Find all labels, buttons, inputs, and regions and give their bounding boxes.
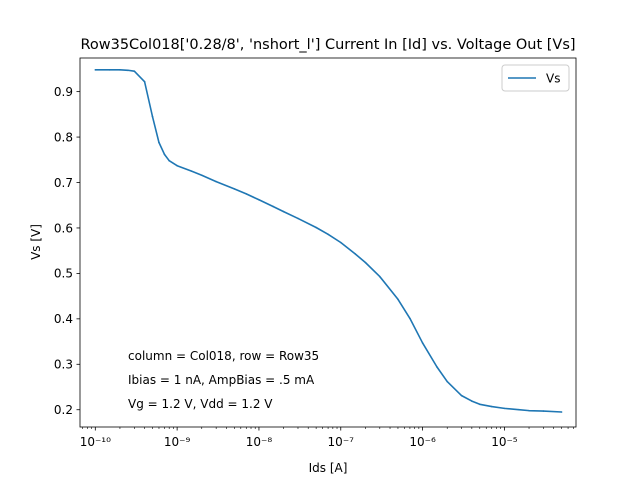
data-point <box>503 407 506 410</box>
plot-background <box>80 58 576 427</box>
data-point <box>143 80 146 83</box>
data-point <box>446 380 449 383</box>
x-tick-label: 10⁻⁷ <box>328 435 355 449</box>
data-point <box>168 159 170 162</box>
x-axis-ticks: 10⁻¹⁰ 10⁻⁹ 10⁻⁸ 10⁻⁷ 10⁻⁶ 10⁻⁵ <box>80 427 574 449</box>
annotation-line-3: Vg = 1.2 V, Vdd = 1.2 V <box>128 397 273 411</box>
data-point <box>528 409 530 412</box>
data-point <box>151 115 154 118</box>
y-tick-label: 0.3 <box>54 358 73 372</box>
data-point <box>272 205 275 208</box>
data-point <box>133 70 136 72</box>
data-point <box>119 69 121 71</box>
series-layer <box>94 69 563 413</box>
data-point <box>409 317 411 320</box>
data-point <box>315 226 317 229</box>
data-point <box>339 241 342 244</box>
data-point <box>436 366 438 368</box>
data-point <box>560 411 563 413</box>
y-tick-label: 0.2 <box>54 403 73 417</box>
data-point <box>327 233 329 236</box>
data-point <box>282 210 285 213</box>
series-line-vs <box>95 69 562 413</box>
y-tick-label: 0.4 <box>54 312 73 326</box>
legend-label-vs: Vs <box>546 72 560 86</box>
data-point <box>490 405 493 408</box>
x-tick-label: 10⁻¹⁰ <box>80 435 111 449</box>
y-tick-label: 0.5 <box>54 267 73 281</box>
y-tick-label: 0.9 <box>54 85 73 99</box>
data-point <box>190 170 193 172</box>
data-point <box>200 174 203 177</box>
x-tick-label: 10⁻⁹ <box>164 435 191 449</box>
data-point <box>471 400 473 402</box>
chart-title: Row35Col018['0.28/8', 'nshort_l'] Curren… <box>80 37 575 53</box>
data-point <box>542 410 545 412</box>
data-point <box>354 253 356 255</box>
x-axis-label: Ids [A] <box>309 461 348 475</box>
legend: Vs <box>501 64 570 92</box>
data-point <box>127 69 129 72</box>
annotation-block: column = Col018, row = Row35 Ibias = 1 n… <box>128 349 319 411</box>
y-tick-label: 0.6 <box>54 221 73 235</box>
x-tick-label: 10⁻⁵ <box>491 435 518 449</box>
y-tick-label: 0.8 <box>54 130 73 144</box>
y-axis-ticks: 0.2 0.3 0.4 0.5 0.6 0.7 0.8 0.9 <box>54 85 80 417</box>
data-point <box>364 261 367 264</box>
data-point <box>245 193 248 195</box>
plot-area: 10⁻¹⁰ 10⁻⁹ 10⁻⁸ 10⁻⁷ 10⁻⁶ 10⁻⁵ 0.20.30.40.50.… <box>54 57 577 449</box>
data-point <box>94 69 97 71</box>
x-tick-label: 10⁻⁶ <box>409 435 436 449</box>
data-point <box>397 298 399 301</box>
data-point <box>460 394 463 397</box>
data-point <box>176 164 178 167</box>
data-point <box>233 188 236 190</box>
x-tick-label: 10⁻⁸ <box>246 435 273 449</box>
y-axis-label: Vs [V] <box>29 224 43 260</box>
data-point <box>158 141 160 144</box>
annotation-line-2: Ibias = 1 nA, AmpBias = .5 mA <box>128 373 315 387</box>
data-point <box>518 408 520 411</box>
y-tick-label: 0.7 <box>54 176 73 190</box>
data-point <box>379 275 381 278</box>
data-point <box>215 180 217 183</box>
data-point <box>108 69 111 71</box>
annotation-line-1: column = Col018, row = Row35 <box>128 349 319 363</box>
data-point <box>478 403 481 406</box>
data-point <box>258 198 260 201</box>
data-point <box>421 342 424 344</box>
data-point <box>297 217 299 220</box>
data-point <box>163 153 166 156</box>
